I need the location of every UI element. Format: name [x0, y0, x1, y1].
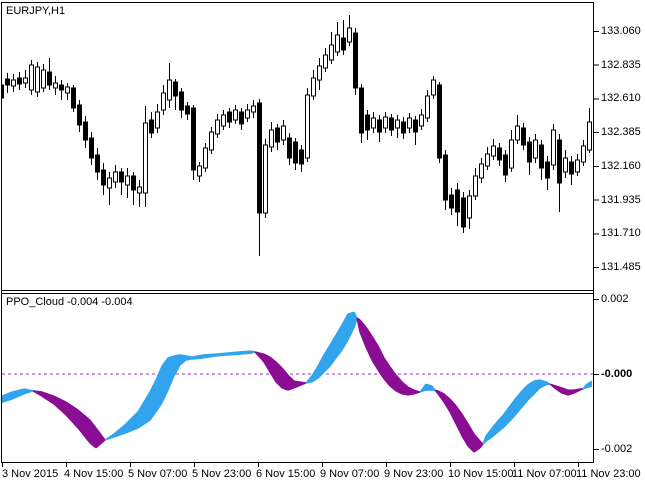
price-axis-label: 132.160 — [601, 159, 641, 172]
time-axis-label: 6 Nov 15:00 — [256, 468, 316, 480]
time-axis-label: 11 Nov 23:00 — [576, 468, 641, 480]
price-axis-label: 132.835 — [601, 58, 641, 71]
price-axis-label: 132.610 — [601, 92, 641, 105]
time-axis-label: 11 Nov 07:00 — [512, 468, 577, 480]
time-axis-label: 9 Nov 23:00 — [384, 468, 444, 480]
time-axis-label: 9 Nov 07:00 — [320, 468, 380, 480]
indicator-axis-label: -0.000 — [601, 367, 633, 380]
price-axis-label: 131.485 — [601, 261, 641, 274]
time-axis-label: 5 Nov 07:00 — [128, 468, 188, 480]
time-axis-label: 4 Nov 15:00 — [64, 468, 124, 480]
time-axis-label: 3 Nov 2015 — [2, 468, 59, 480]
time-axis-label: 5 Nov 23:00 — [192, 468, 252, 480]
price-axis-label: 133.060 — [601, 24, 641, 37]
symbol-label: EURJPY,H1 — [6, 5, 66, 17]
price-axis-label: 131.710 — [601, 227, 641, 240]
indicator-axis-label: -0.002 — [601, 442, 633, 455]
price-axis-label: 131.935 — [601, 193, 641, 206]
indicator-label: PPO_Cloud -0.004 -0.004 — [6, 296, 133, 308]
indicator-axis-label: 0.002 — [601, 292, 629, 305]
price-axis-label: 132.385 — [601, 126, 641, 139]
time-axis-label: 10 Nov 15:00 — [448, 468, 514, 480]
